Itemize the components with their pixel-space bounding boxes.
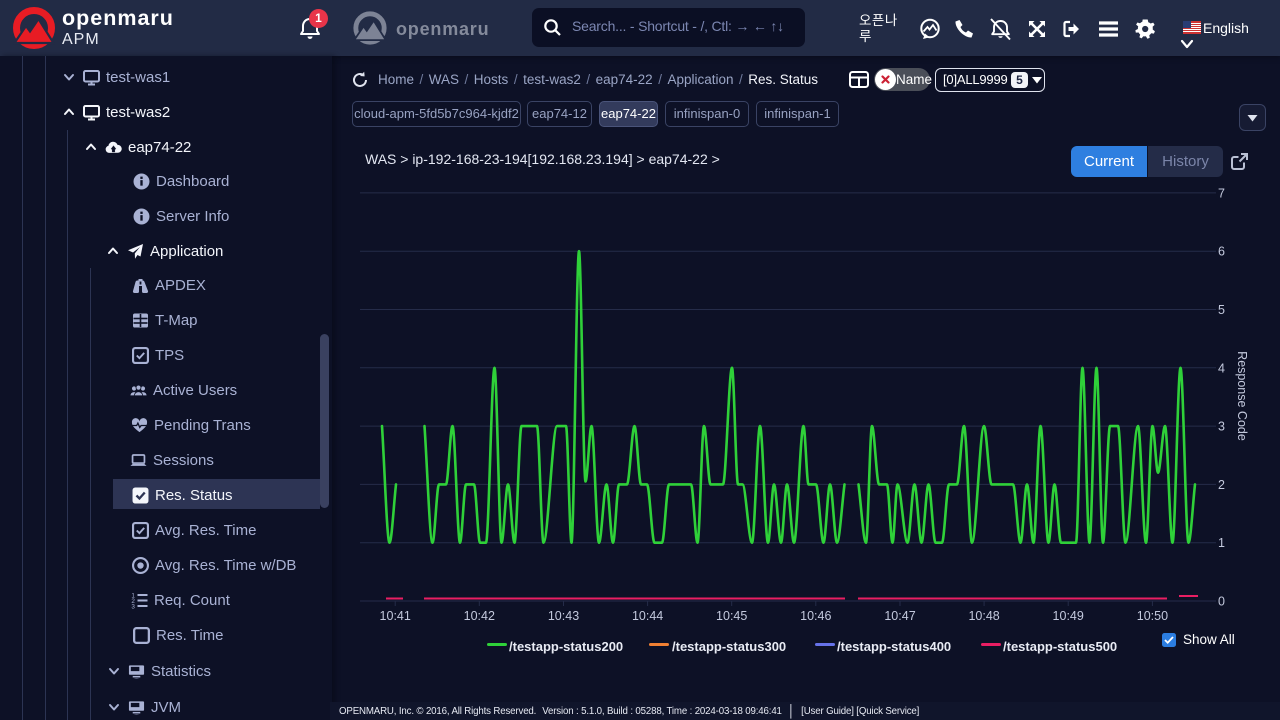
svg-text:10:49: 10:49 [1053,609,1084,623]
svg-text:10:43: 10:43 [548,609,579,623]
svg-text:2: 2 [131,598,135,605]
svg-text:4: 4 [1218,361,1225,375]
svg-text:0: 0 [1218,595,1225,609]
svg-text:2: 2 [1218,478,1225,492]
svg-text:6: 6 [1218,245,1225,259]
svg-text:10:41: 10:41 [380,609,411,623]
svg-text:1: 1 [131,592,135,599]
svg-text:10:46: 10:46 [800,609,831,623]
svg-text:10:48: 10:48 [968,609,999,623]
svg-text:10:44: 10:44 [632,609,663,623]
svg-text:5: 5 [1218,303,1225,317]
svg-text:Response Code: Response Code [1235,351,1249,441]
svg-text:1: 1 [1218,536,1225,550]
svg-text:10:42: 10:42 [464,609,495,623]
svg-text:10:50: 10:50 [1137,609,1168,623]
svg-text:7: 7 [1218,186,1225,200]
svg-text:3: 3 [131,603,135,609]
svg-text:10:45: 10:45 [716,609,747,623]
svg-text:10:47: 10:47 [884,609,915,623]
svg-text:3: 3 [1218,420,1225,434]
